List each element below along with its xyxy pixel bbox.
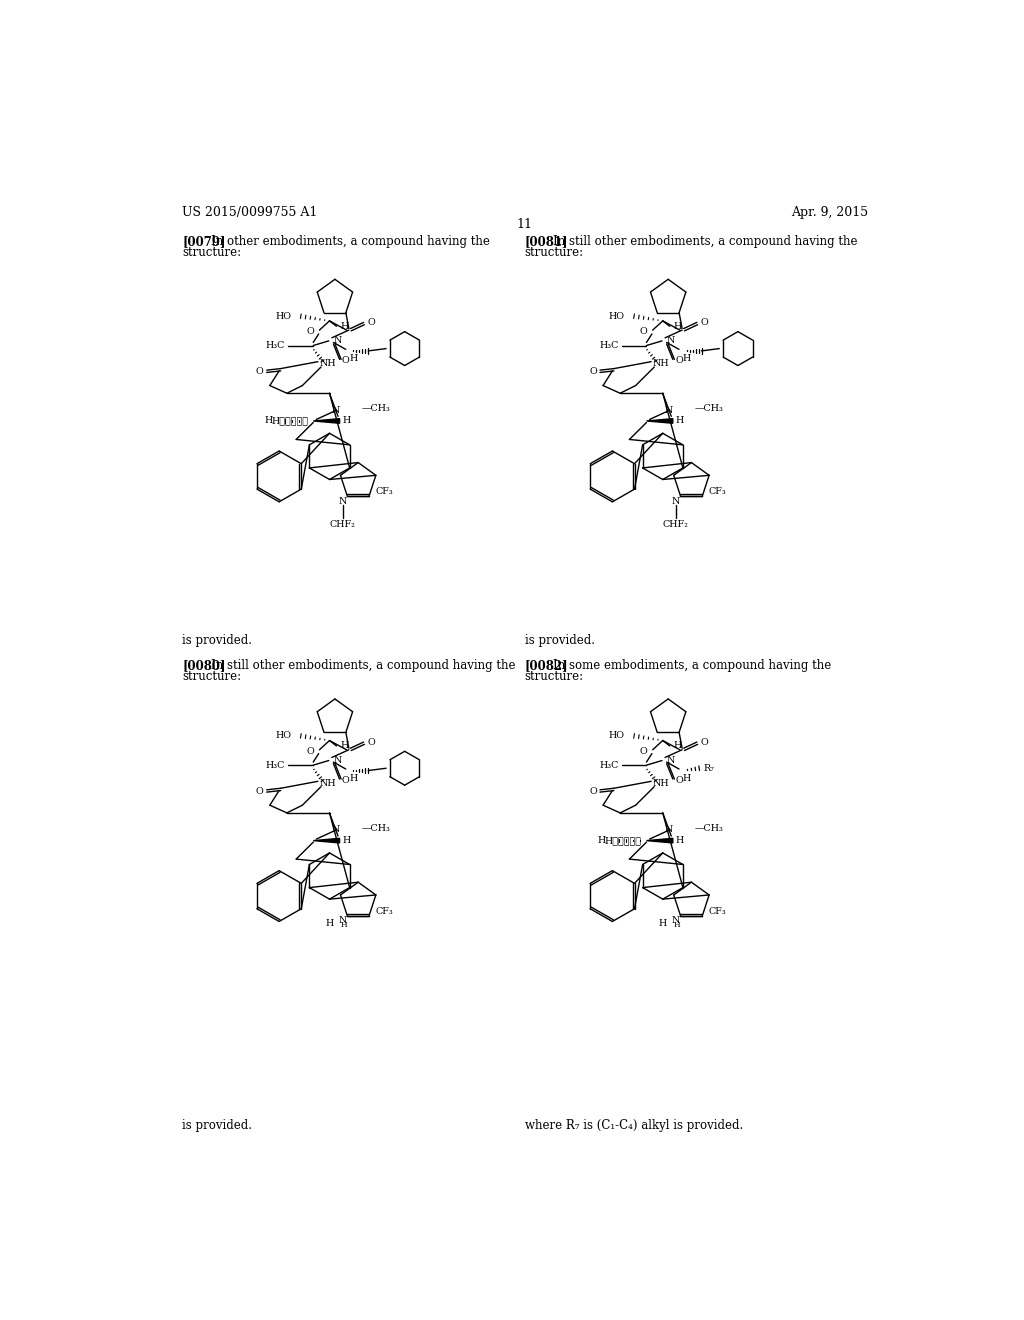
Text: O: O (342, 356, 349, 366)
Text: —CH₃: —CH₃ (694, 404, 723, 413)
Text: In still other embodiments, a compound having the: In still other embodiments, a compound h… (211, 659, 515, 672)
Text: H: H (340, 322, 348, 331)
Text: O: O (342, 776, 349, 785)
Text: N: N (665, 825, 673, 834)
Text: HO: HO (609, 731, 625, 741)
Text: [0080]: [0080] (182, 659, 225, 672)
Text: H₃C: H₃C (266, 341, 286, 350)
Text: H: H (683, 354, 691, 363)
Text: NH: NH (319, 779, 336, 788)
Text: H‧‧‧‧‧: H‧‧‧‧‧ (604, 836, 642, 845)
Text: N: N (672, 916, 680, 925)
Text: R₇: R₇ (703, 764, 715, 772)
Text: O: O (640, 327, 647, 337)
Text: CF₃: CF₃ (375, 907, 393, 916)
Text: structure:: structure: (182, 669, 242, 682)
Text: O: O (589, 787, 597, 796)
Text: 11: 11 (517, 218, 532, 231)
Text: N: N (667, 756, 675, 766)
Text: H: H (598, 836, 606, 845)
Text: O: O (368, 318, 375, 327)
Text: H: H (343, 836, 351, 845)
Text: H: H (340, 921, 347, 929)
Text: H₃C: H₃C (599, 341, 618, 350)
Text: H: H (676, 836, 684, 845)
Text: H: H (349, 774, 358, 783)
Text: structure:: structure: (524, 246, 584, 259)
Text: H: H (674, 742, 682, 750)
Text: H: H (349, 354, 358, 363)
Text: O: O (700, 738, 709, 747)
Text: O: O (589, 367, 597, 376)
Text: O: O (640, 747, 647, 756)
Text: H: H (674, 322, 682, 331)
Text: H: H (326, 919, 334, 928)
Text: structure:: structure: (182, 246, 242, 259)
Text: [0082]: [0082] (524, 659, 568, 672)
Text: N: N (339, 916, 347, 925)
Text: [0081]: [0081] (524, 235, 568, 248)
Text: —CH₃: —CH₃ (361, 404, 390, 413)
Text: N: N (672, 496, 680, 506)
Text: is provided.: is provided. (524, 635, 595, 647)
Text: —CH₃: —CH₃ (361, 824, 390, 833)
Text: O: O (675, 776, 683, 785)
Text: is provided.: is provided. (182, 635, 252, 647)
Text: —CH₃: —CH₃ (694, 824, 723, 833)
Polygon shape (646, 838, 673, 843)
Text: structure:: structure: (524, 669, 584, 682)
Text: is provided.: is provided. (182, 1119, 252, 1133)
Text: H₃C: H₃C (599, 760, 618, 770)
Text: CF₃: CF₃ (709, 487, 726, 496)
Text: N: N (339, 496, 347, 506)
Text: H: H (658, 919, 667, 928)
Text: O: O (306, 747, 314, 756)
Text: HO: HO (275, 312, 292, 321)
Text: H: H (340, 742, 348, 750)
Text: H: H (676, 417, 684, 425)
Text: CHF₂: CHF₂ (663, 520, 689, 528)
Text: H‧‧‧‧‧: H‧‧‧‧‧ (271, 417, 308, 425)
Text: In other embodiments, a compound having the: In other embodiments, a compound having … (211, 235, 489, 248)
Text: O: O (700, 318, 709, 327)
Text: HO: HO (609, 312, 625, 321)
Text: In still other embodiments, a compound having the: In still other embodiments, a compound h… (553, 235, 858, 248)
Text: N: N (331, 405, 340, 414)
Text: N: N (667, 337, 675, 346)
Text: N: N (334, 337, 342, 346)
Text: N: N (331, 825, 340, 834)
Text: O: O (256, 787, 263, 796)
Polygon shape (646, 418, 673, 424)
Text: [0079]: [0079] (182, 235, 225, 248)
Text: NH: NH (319, 359, 336, 368)
Text: Apr. 9, 2015: Apr. 9, 2015 (791, 206, 868, 219)
Text: where R₇ is (C₁-C₄) alkyl is provided.: where R₇ is (C₁-C₄) alkyl is provided. (524, 1119, 743, 1133)
Text: O: O (675, 356, 683, 366)
Text: N: N (665, 405, 673, 414)
Text: In some embodiments, a compound having the: In some embodiments, a compound having t… (553, 659, 831, 672)
Polygon shape (313, 418, 340, 424)
Text: CF₃: CF₃ (375, 487, 393, 496)
Text: US 2015/0099755 A1: US 2015/0099755 A1 (182, 206, 317, 219)
Text: O: O (306, 327, 314, 337)
Text: CF₃: CF₃ (709, 907, 726, 916)
Text: HO: HO (275, 731, 292, 741)
Polygon shape (313, 838, 340, 843)
Text: H: H (343, 417, 351, 425)
Text: H: H (674, 921, 680, 929)
Text: NH: NH (652, 359, 670, 368)
Text: H₃C: H₃C (266, 760, 286, 770)
Text: O: O (256, 367, 263, 376)
Text: H: H (264, 417, 273, 425)
Text: H: H (683, 774, 691, 783)
Text: N: N (334, 756, 342, 766)
Text: CHF₂: CHF₂ (330, 520, 355, 528)
Text: O: O (368, 738, 375, 747)
Text: NH: NH (652, 779, 670, 788)
